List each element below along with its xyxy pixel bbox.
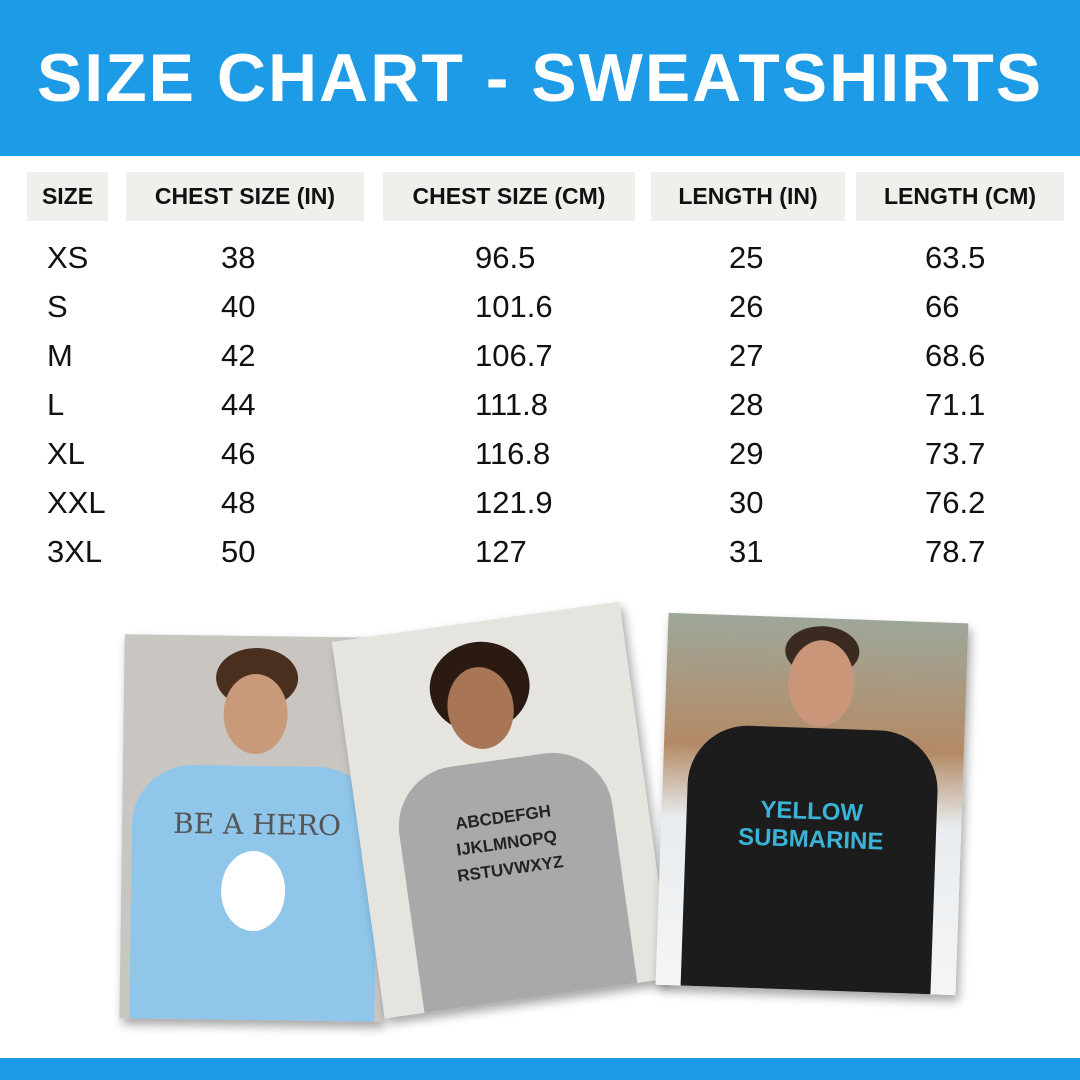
cell-size: 3XL bbox=[47, 534, 103, 569]
model-photo-yellow-submarine: YELLOW SUBMARINE bbox=[655, 612, 969, 996]
cell-length-in: 29 bbox=[729, 436, 764, 471]
page-title: SIZE CHART - SWEATSHIRTS bbox=[36, 40, 1044, 116]
column-header-chest-cm: CHEST SIZE (CM) bbox=[383, 172, 635, 221]
cell-chest-cm: 127 bbox=[475, 534, 527, 569]
shirt-design-text: YELLOW SUBMARINE bbox=[737, 796, 884, 856]
cell-size: XXL bbox=[47, 485, 106, 520]
cell-chest-cm: 111.8 bbox=[475, 387, 548, 422]
cell-length-in: 25 bbox=[729, 240, 764, 275]
column-header-chest-in: CHEST SIZE (IN) bbox=[126, 172, 364, 221]
cell-chest-cm: 106.7 bbox=[475, 338, 553, 373]
cell-size: M bbox=[47, 338, 73, 373]
cell-length-cm: 73.7 bbox=[925, 436, 986, 471]
shirt-design-text: BE A HERO bbox=[172, 806, 342, 843]
column-header-length-cm: LENGTH (CM) bbox=[856, 172, 1064, 221]
cell-length-cm: 63.5 bbox=[925, 240, 986, 275]
cell-size: L bbox=[47, 387, 65, 422]
cell-chest-in: 38 bbox=[221, 240, 256, 275]
cell-chest-cm: 116.8 bbox=[475, 436, 551, 471]
cell-length-in: 27 bbox=[729, 338, 764, 373]
cell-length-in: 26 bbox=[729, 289, 764, 324]
cell-chest-cm: 96.5 bbox=[475, 240, 536, 275]
cell-chest-in: 44 bbox=[221, 387, 256, 422]
cell-chest-cm: 101.6 bbox=[475, 289, 553, 324]
cell-size: XS bbox=[47, 240, 89, 275]
cell-chest-cm: 121.9 bbox=[475, 485, 553, 520]
sweatshirt bbox=[680, 723, 940, 996]
cell-length-cm: 71.1 bbox=[925, 387, 986, 422]
cell-size: S bbox=[47, 289, 68, 324]
cell-length-cm: 76.2 bbox=[925, 485, 986, 520]
cell-chest-in: 40 bbox=[221, 289, 256, 324]
cell-chest-in: 48 bbox=[221, 485, 256, 520]
cell-length-in: 31 bbox=[729, 534, 764, 569]
column-header-length-in: LENGTH (IN) bbox=[651, 172, 845, 221]
cell-length-cm: 66 bbox=[925, 289, 960, 324]
cell-length-in: 28 bbox=[729, 387, 764, 422]
cell-length-in: 30 bbox=[729, 485, 764, 520]
footer-bar bbox=[0, 1058, 1080, 1080]
model-head bbox=[223, 673, 289, 755]
cell-size: XL bbox=[47, 436, 85, 471]
cell-chest-in: 50 bbox=[221, 534, 256, 569]
model-head bbox=[786, 639, 856, 728]
cell-length-cm: 68.6 bbox=[925, 338, 986, 373]
title-banner: SIZE CHART - SWEATSHIRTS bbox=[0, 0, 1080, 156]
model-photo-alphabet: ABCDEFGH IJKLMNOPQ RSTUVWXYZ bbox=[331, 601, 673, 1019]
cell-length-cm: 78.7 bbox=[925, 534, 986, 569]
column-header-size: SIZE bbox=[27, 172, 108, 221]
cell-chest-in: 42 bbox=[221, 338, 256, 373]
cell-chest-in: 46 bbox=[221, 436, 256, 471]
